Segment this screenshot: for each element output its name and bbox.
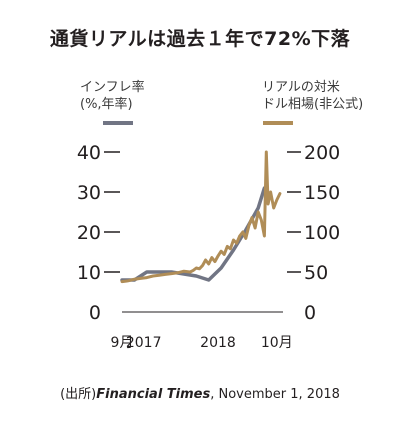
series-layer	[120, 150, 282, 284]
series-real-rate-line	[120, 150, 282, 284]
series-inflation-line	[120, 186, 267, 282]
source-publication: Financial Times	[96, 387, 211, 402]
x-axis-tick-label: 2017	[126, 335, 162, 351]
legend-inflation-line1: インフレ率	[80, 80, 145, 95]
source-suffix: , November 1, 2018	[210, 387, 340, 402]
right-axis-tick-label: 50	[304, 262, 328, 284]
legend-real-rate-swatch	[263, 121, 293, 125]
legend-real-rate-line1: リアルの対米	[262, 80, 340, 95]
chart-title: 通貨リアルは過去１年で72%下落	[49, 28, 351, 50]
right-axis-tick-label: 100	[304, 222, 340, 244]
source-note: (出所)Financial Times, November 1, 2018	[0, 383, 400, 402]
legend-inflation-line2: (%,年率)	[80, 97, 133, 112]
x-axis-tick-label: 9月	[111, 335, 134, 351]
right-axis-tick-label: 200	[304, 142, 340, 164]
legend-inflation: インフレ率 (%,年率)	[80, 79, 145, 113]
legend-real-rate: リアルの対米 ドル相場(非公式)	[262, 79, 363, 113]
left-axis-tick-label: 30	[77, 182, 101, 204]
legend-real-rate-line2: ドル相場(非公式)	[262, 97, 364, 112]
left-axis-tick-label: 0	[89, 302, 101, 324]
left-axis-tick-label: 10	[77, 262, 101, 284]
right-axis-tick-label: 0	[304, 302, 316, 324]
left-axis-tick-label: 40	[77, 142, 101, 164]
right-axis-tick-label: 150	[304, 182, 340, 204]
x-axis-tick-label: 2018	[200, 335, 236, 351]
source-prefix: (出所)	[60, 387, 97, 402]
legend-inflation-swatch	[103, 121, 133, 125]
left-axis-tick-label: 20	[77, 222, 101, 244]
x-axis-tick-label: 10月	[261, 335, 293, 351]
